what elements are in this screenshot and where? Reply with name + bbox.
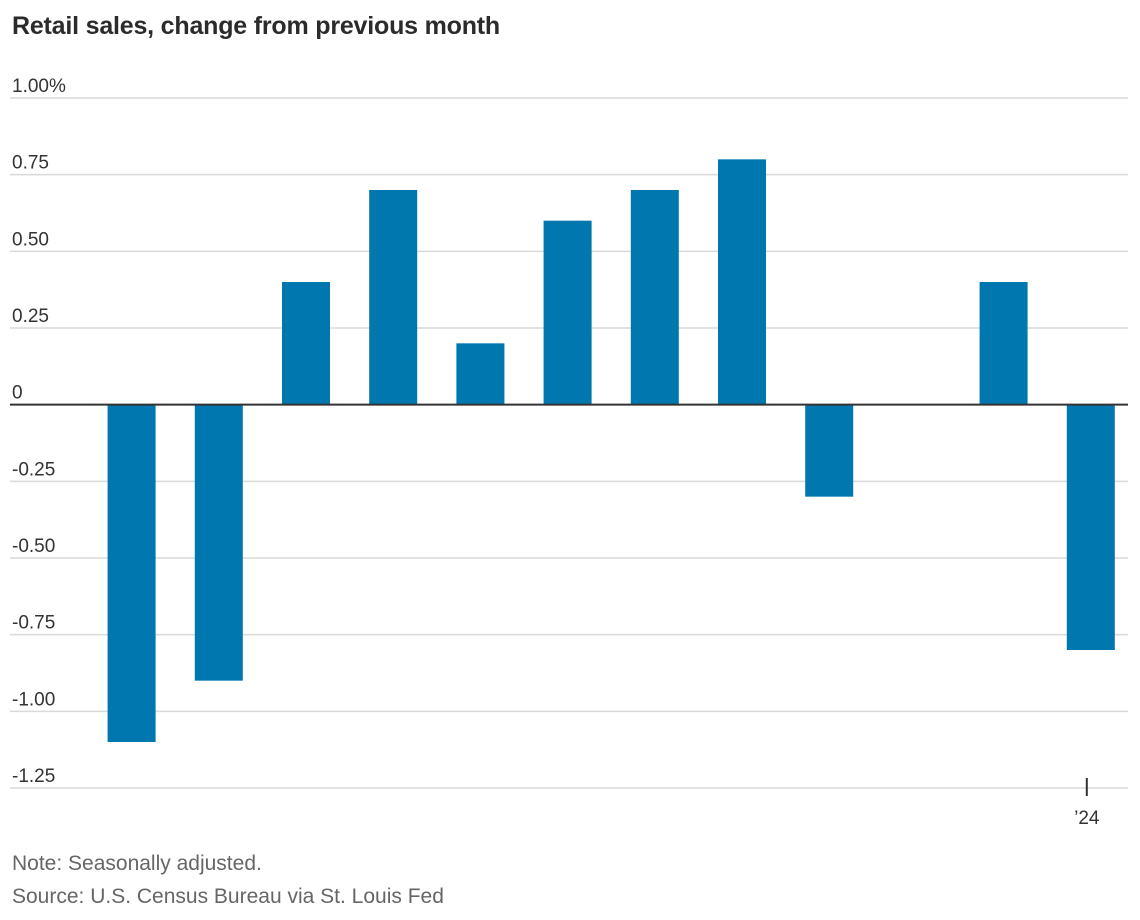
y-tick-label: -0.50 <box>12 536 55 557</box>
bar <box>282 282 330 405</box>
x-axis: ’24 <box>1074 778 1100 829</box>
bars <box>107 159 1115 742</box>
chart-title: Retail sales, change from previous month <box>12 12 500 40</box>
chart-note: Note: Seasonally adjusted. <box>12 852 262 875</box>
y-tick-label: -0.75 <box>12 613 55 634</box>
x-tick-label: ’24 <box>1074 808 1100 829</box>
bar <box>630 190 679 405</box>
y-tick-label: -1.00 <box>12 689 55 710</box>
bar <box>1066 404 1115 650</box>
y-tick-label: 0.75 <box>12 153 49 174</box>
y-tick-label: 1.00% <box>12 76 66 97</box>
bar <box>979 282 1028 405</box>
y-tick-label: 0.25 <box>12 306 49 327</box>
chart-source: Source: U.S. Census Bureau via St. Louis… <box>12 885 444 908</box>
bar <box>194 404 243 681</box>
bar <box>543 220 592 405</box>
y-tick-label: 0.50 <box>12 229 49 250</box>
bar <box>456 343 505 405</box>
y-tick-label: -1.25 <box>12 766 55 787</box>
bar <box>107 404 156 742</box>
y-tick-label: 0 <box>12 383 23 404</box>
bar <box>718 159 766 405</box>
bar <box>369 190 418 405</box>
y-tick-label: -0.25 <box>12 459 55 480</box>
y-axis-labels: 1.00% 0.75 0.50 0.25 0 -0.25 -0.50 -0.75 -1.00 -1… <box>12 76 66 787</box>
gridlines <box>10 97 1128 789</box>
bar <box>805 404 854 497</box>
bar-chart: 1.00% 0.75 0.50 0.25 0 -0.25 -0.50 -0.75 -1.00 -1… <box>10 76 1128 829</box>
